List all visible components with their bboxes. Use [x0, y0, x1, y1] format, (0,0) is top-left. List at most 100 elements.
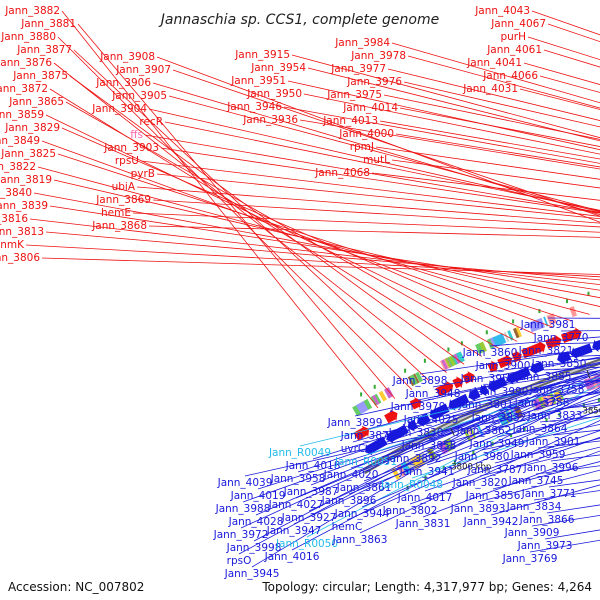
forward-gene-label: ffs — [130, 129, 143, 141]
forward-gene-label: Jann_3806 — [0, 252, 40, 264]
reverse-gene-label: Jann_4018 — [285, 460, 341, 472]
forward-gene-label: Jann_3819 — [0, 174, 52, 186]
forward-leader — [379, 120, 600, 160]
forward-leader — [61, 10, 379, 409]
feature-block — [515, 326, 522, 338]
forward-gene-label: pyrB — [131, 168, 155, 180]
forward-gene-label: Jann_3984 — [334, 37, 390, 49]
forward-gene-label: Jann_3976 — [346, 76, 402, 88]
marker-dot — [404, 368, 407, 373]
reverse-leader — [479, 446, 600, 477]
feature-block — [400, 461, 412, 475]
forward-gene-label: purH — [500, 31, 526, 43]
reverse-gene-label: Jann_3896 — [321, 495, 377, 507]
feature-block — [475, 343, 484, 355]
reverse-leader — [502, 348, 600, 360]
forward-gene-label: hemE — [101, 207, 131, 219]
forward-leader — [307, 67, 600, 142]
kbp-tick — [450, 428, 455, 436]
reverse-gene-label: Jann_4039 — [217, 477, 273, 489]
reverse-gene-label: Jann_3866 — [519, 514, 575, 526]
reverse-leader — [498, 392, 600, 412]
forward-leader — [49, 205, 600, 291]
forward-leader — [53, 179, 600, 307]
forward-gene-label: Jann_4068 — [314, 167, 370, 179]
reverse-gene-label: Jann_R0051 — [334, 456, 397, 468]
reverse-leader — [251, 385, 556, 568]
reverse-gene-label: Jann_3942 — [463, 516, 519, 528]
gene-arrow — [448, 393, 470, 411]
forward-gene-label: Jann_3906 — [95, 77, 151, 89]
reverse-leader — [350, 380, 600, 469]
reverse-leader — [422, 450, 600, 518]
reverse-leader — [432, 356, 600, 388]
forward-leader — [160, 147, 600, 214]
reverse-gene-label: Jann_4017 — [397, 492, 453, 504]
forward-gene-label: Jann_3904 — [91, 103, 147, 115]
feature-block — [361, 398, 373, 412]
gene-arrow — [570, 343, 593, 360]
gene-arrow — [468, 388, 481, 402]
reverse-leader — [485, 379, 600, 399]
reverse-gene-label: Jann_3944 — [334, 508, 390, 520]
reverse-leader — [240, 402, 516, 529]
reverse-gene-label: Jann_3830 — [388, 427, 444, 439]
forward-gene-label: anmK — [0, 239, 25, 251]
forward-gene-label: Jann_3875 — [12, 70, 68, 82]
forward-leader — [148, 108, 600, 213]
forward-leader — [531, 10, 600, 36]
forward-leader — [77, 23, 396, 399]
feature-block — [479, 341, 487, 353]
kbp-tick-label: 3850 kbp — [582, 407, 600, 417]
forward-gene-label: Jann_4041 — [466, 57, 522, 69]
gene-arrow — [429, 403, 450, 421]
forward-gene-label: Jann_3950 — [246, 88, 302, 100]
reverse-leader — [477, 469, 600, 503]
forward-leader — [41, 257, 600, 275]
forward-gene-label: Jann_3882 — [4, 5, 60, 17]
gene-arrow — [560, 327, 582, 344]
forward-leader — [148, 225, 600, 238]
reverse-gene-label: Jann_3832 — [471, 412, 527, 424]
reverse-gene-label: hemC — [332, 521, 363, 533]
reverse-gene-label: Jann_4028 — [228, 516, 284, 528]
reverse-leader — [359, 419, 600, 534]
reverse-gene-label: Jann_3864 — [512, 423, 568, 435]
accession-text: Accession: NC_007802 — [8, 580, 145, 594]
forward-gene-label: Jann_3840 — [0, 187, 32, 199]
reverse-gene-label: Jann_3788 — [514, 397, 570, 409]
reverse-gene-label: Jann_R0048 — [380, 479, 443, 491]
forward-gene-label: mutL — [363, 154, 390, 166]
reverse-gene-label: Jann_3959 — [510, 449, 566, 461]
reverse-gene-label: Jann_3861 — [336, 482, 392, 494]
feature-block — [390, 467, 401, 480]
forward-gene-label: Jann_3872 — [0, 83, 48, 95]
reverse-gene-label: Jann_3820 — [452, 477, 508, 489]
reverse-gene-label: Jann_3953 — [460, 373, 516, 385]
feature-block — [456, 351, 465, 363]
reverse-leader — [489, 336, 600, 347]
label-leaders — [25, 10, 600, 568]
forward-leader — [61, 127, 536, 335]
gene-arrow — [384, 409, 398, 424]
marker-dot — [373, 384, 376, 389]
reverse-leader — [409, 436, 600, 505]
marker-dot — [566, 299, 568, 304]
reverse-leader — [481, 423, 600, 451]
forward-leader — [41, 140, 554, 328]
reverse-leader — [483, 401, 600, 425]
reverse-leader — [430, 373, 600, 414]
forward-leader — [29, 218, 600, 285]
marker-dot — [545, 418, 548, 423]
feature-block — [507, 330, 514, 341]
reverse-leader — [428, 391, 600, 440]
reverse-gene-label: Jann_3831 — [395, 518, 451, 530]
marker-dot — [510, 433, 513, 438]
forward-leader — [69, 75, 465, 365]
forward-leader — [283, 106, 600, 164]
forward-leader — [399, 107, 600, 147]
reverse-gene-label: Jann_3856 — [465, 490, 521, 502]
reverse-leader — [365, 376, 600, 456]
forward-gene-label: Jann_4066 — [482, 70, 538, 82]
forward-leader — [387, 68, 600, 121]
